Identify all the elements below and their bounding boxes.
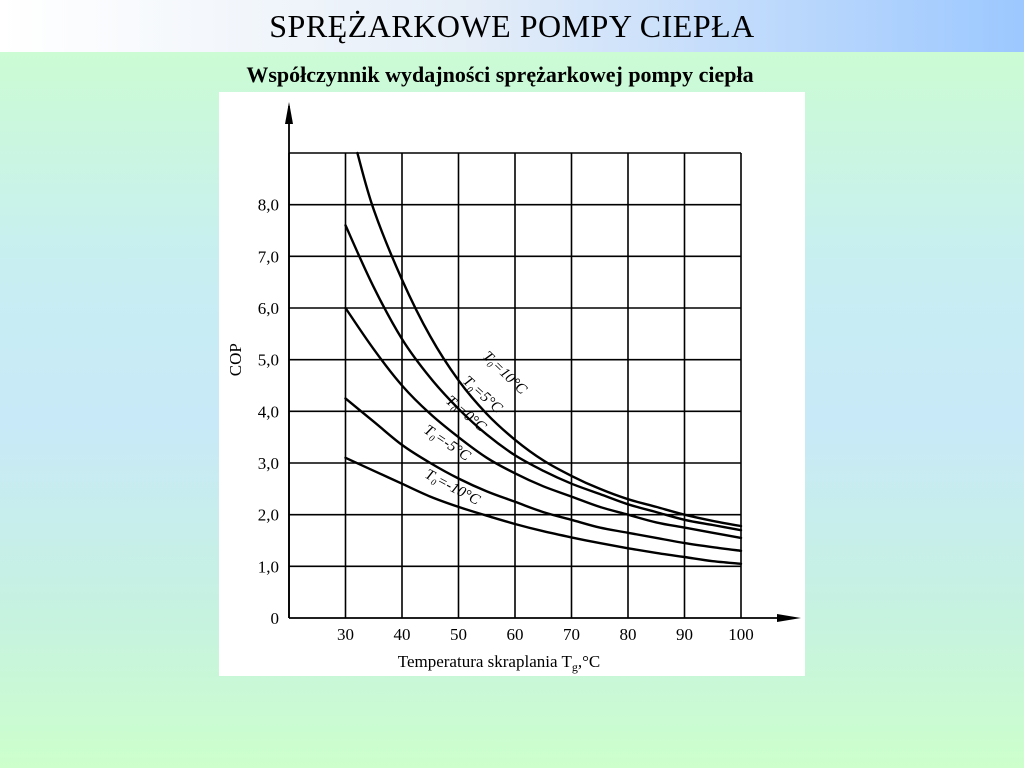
y-axis-arrow xyxy=(285,102,293,124)
chart-panel: 0 1,0 2,0 3,0 4,0 5,0 6,0 7,0 8,0 30 40 50 60 70 80 90 1… xyxy=(219,92,805,676)
series-line-2 xyxy=(344,306,743,540)
x-tick-label: 60 xyxy=(507,625,524,644)
x-tick-label: 80 xyxy=(620,625,637,644)
cop-chart: 0 1,0 2,0 3,0 4,0 5,0 6,0 7,0 8,0 30 40 50 60 70 80 90 1… xyxy=(226,102,801,674)
y-tick-label: 6,0 xyxy=(258,299,279,318)
y-tick-label: 3,0 xyxy=(258,454,279,473)
y-tick-label: 8,0 xyxy=(258,196,279,215)
x-tick-label: 50 xyxy=(450,625,467,644)
slide-title-bar: SPRĘŻARKOWE POMPY CIEPŁA xyxy=(0,0,1024,52)
y-axis-label: COP xyxy=(226,343,245,376)
y-tick-label: 4,0 xyxy=(258,402,279,421)
x-tick-label: 90 xyxy=(676,625,693,644)
chart-subtitle: Współczynnik wydajności sprężarkowej pom… xyxy=(246,62,754,87)
y-tick-label: 0 xyxy=(271,609,280,628)
x-tick-label: 100 xyxy=(728,625,754,644)
series-line-4 xyxy=(344,456,743,565)
x-tick-label: 40 xyxy=(394,625,411,644)
x-axis-arrow xyxy=(777,614,801,622)
series-line-3 xyxy=(344,397,743,552)
y-tick-label: 5,0 xyxy=(258,351,279,370)
series-line-1 xyxy=(344,224,743,532)
y-tick-label: 2,0 xyxy=(258,506,279,525)
y-tick-label: 7,0 xyxy=(258,247,279,266)
x-tick-label: 30 xyxy=(337,625,354,644)
x-tick-label: 70 xyxy=(563,625,580,644)
y-tick-label: 1,0 xyxy=(258,557,279,576)
series-label-4: T₀=-10°C xyxy=(422,466,483,509)
slide-title: SPRĘŻARKOWE POMPY CIEPŁA xyxy=(269,7,755,44)
series-line-0 xyxy=(356,151,743,528)
x-axis-label: Temperatura skraplania Tg,°C xyxy=(398,652,600,674)
